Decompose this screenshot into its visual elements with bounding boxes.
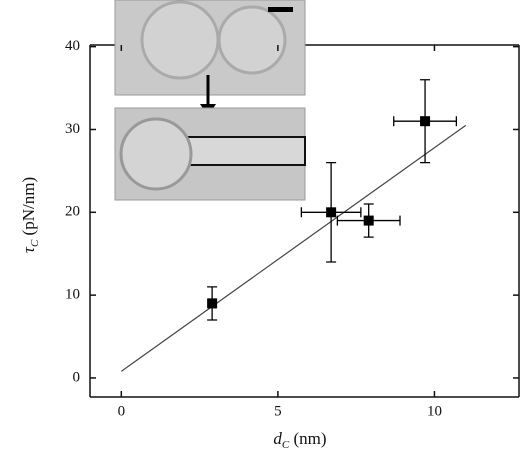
fit-line <box>120 124 467 372</box>
y-tick-label: 40 <box>65 38 80 54</box>
data-point <box>420 116 431 127</box>
x-tick-label: 5 <box>274 403 282 419</box>
y-axis-label: τC (pN/nm) <box>19 177 41 253</box>
y-tick-label: 10 <box>65 287 80 303</box>
data-point <box>326 207 337 218</box>
x-tick-label: 0 <box>118 403 126 419</box>
data-point <box>207 298 218 309</box>
x-tick-label: 10 <box>427 403 442 419</box>
data-point <box>363 215 374 226</box>
y-tick-label: 20 <box>65 204 80 220</box>
axes-frame <box>89 44 520 398</box>
x-axis-label: dC (nm) <box>273 429 326 451</box>
y-tick-label: 0 <box>73 369 81 385</box>
y-tick-label: 30 <box>65 121 80 137</box>
inset-micrographs <box>114 0 306 201</box>
